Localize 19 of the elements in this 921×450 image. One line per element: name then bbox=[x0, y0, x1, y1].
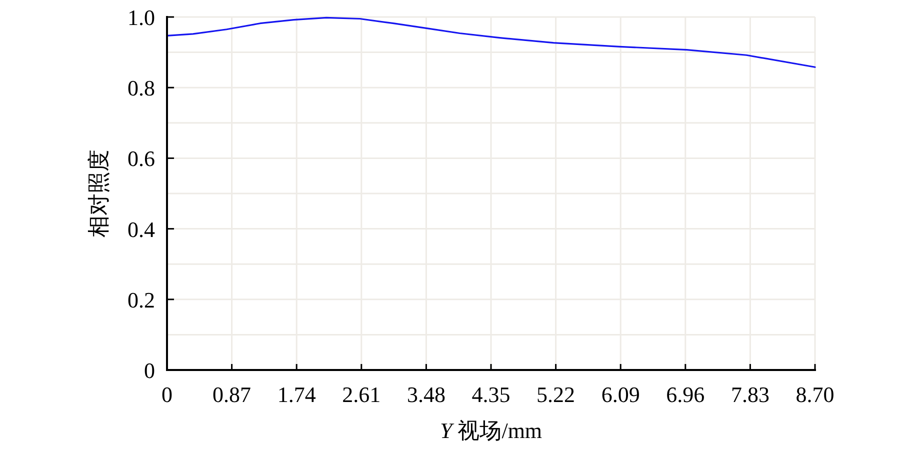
x-tick-label: 3.48 bbox=[406, 382, 446, 407]
x-tick-label: 2.61 bbox=[342, 382, 381, 407]
y-tick-label: 0.2 bbox=[128, 287, 155, 312]
y-tick-label: 0 bbox=[144, 358, 155, 383]
x-tick-label: 7.83 bbox=[730, 382, 770, 407]
y-tick-label: 0.8 bbox=[128, 76, 155, 101]
x-tick-label: 5.22 bbox=[536, 382, 576, 407]
y-tick-label: 0.4 bbox=[128, 216, 155, 242]
x-tick-label: 6.96 bbox=[666, 382, 705, 407]
x-tick-label: 0 bbox=[162, 382, 172, 407]
y-tick-label: 0.6 bbox=[128, 146, 155, 172]
y-axis-title: 相对照度 bbox=[86, 150, 111, 238]
y-tick-label: 1.0 bbox=[128, 5, 155, 30]
x-tick-label: 8.70 bbox=[796, 382, 834, 407]
x-tick-label: 4.35 bbox=[472, 382, 510, 407]
x-axis-title: Y 视场/mm bbox=[440, 418, 542, 443]
x-tick-label: 0.87 bbox=[212, 382, 252, 407]
x-tick-label: 1.74 bbox=[277, 382, 316, 407]
x-tick-label: 6.09 bbox=[601, 382, 640, 407]
